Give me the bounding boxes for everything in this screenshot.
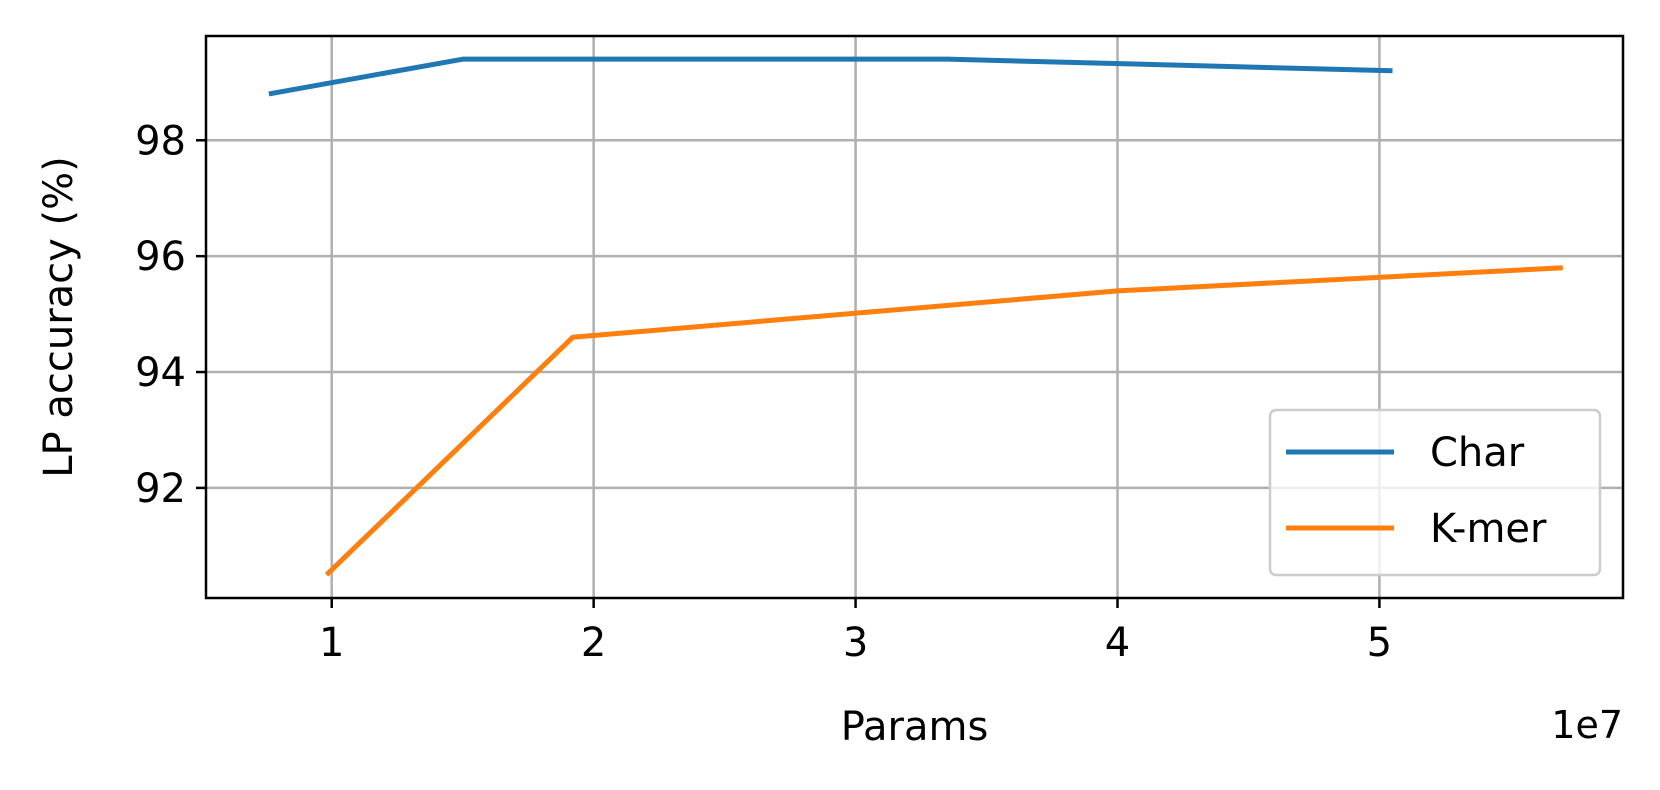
legend-label: K-mer bbox=[1430, 506, 1547, 552]
plot-area-frame bbox=[204, 34, 1625, 600]
x-axis-offset-label: 1e7 bbox=[1551, 703, 1623, 747]
y-axis-label: LP accuracy (%) bbox=[36, 156, 82, 478]
grid-lines bbox=[206, 36, 1623, 598]
x-tick-label: 4 bbox=[1105, 620, 1130, 666]
x-tick-label: 1 bbox=[319, 620, 344, 666]
x-tick-label: 5 bbox=[1367, 620, 1392, 666]
series-line-char bbox=[268, 56, 1393, 97]
series-line-k-mer bbox=[324, 265, 1563, 577]
legend-entries: Char K-mer bbox=[1286, 430, 1547, 552]
x-axis-label: Params bbox=[841, 704, 989, 750]
y-tick-label: 98 bbox=[135, 118, 186, 164]
y-tick-label: 92 bbox=[135, 466, 186, 512]
series-lines bbox=[268, 56, 1563, 577]
y-tick-label: 94 bbox=[135, 350, 186, 396]
legend: Char K-mer bbox=[1268, 408, 1602, 577]
x-tick-label: 3 bbox=[843, 620, 868, 666]
y-axis-ticks: 92 94 96 98 bbox=[135, 118, 206, 512]
x-tick-label: 2 bbox=[581, 620, 606, 666]
y-tick-label: 96 bbox=[135, 234, 186, 280]
legend-label: Char bbox=[1430, 430, 1525, 476]
x-axis-ticks: 1 2 3 4 5 bbox=[319, 598, 1392, 666]
